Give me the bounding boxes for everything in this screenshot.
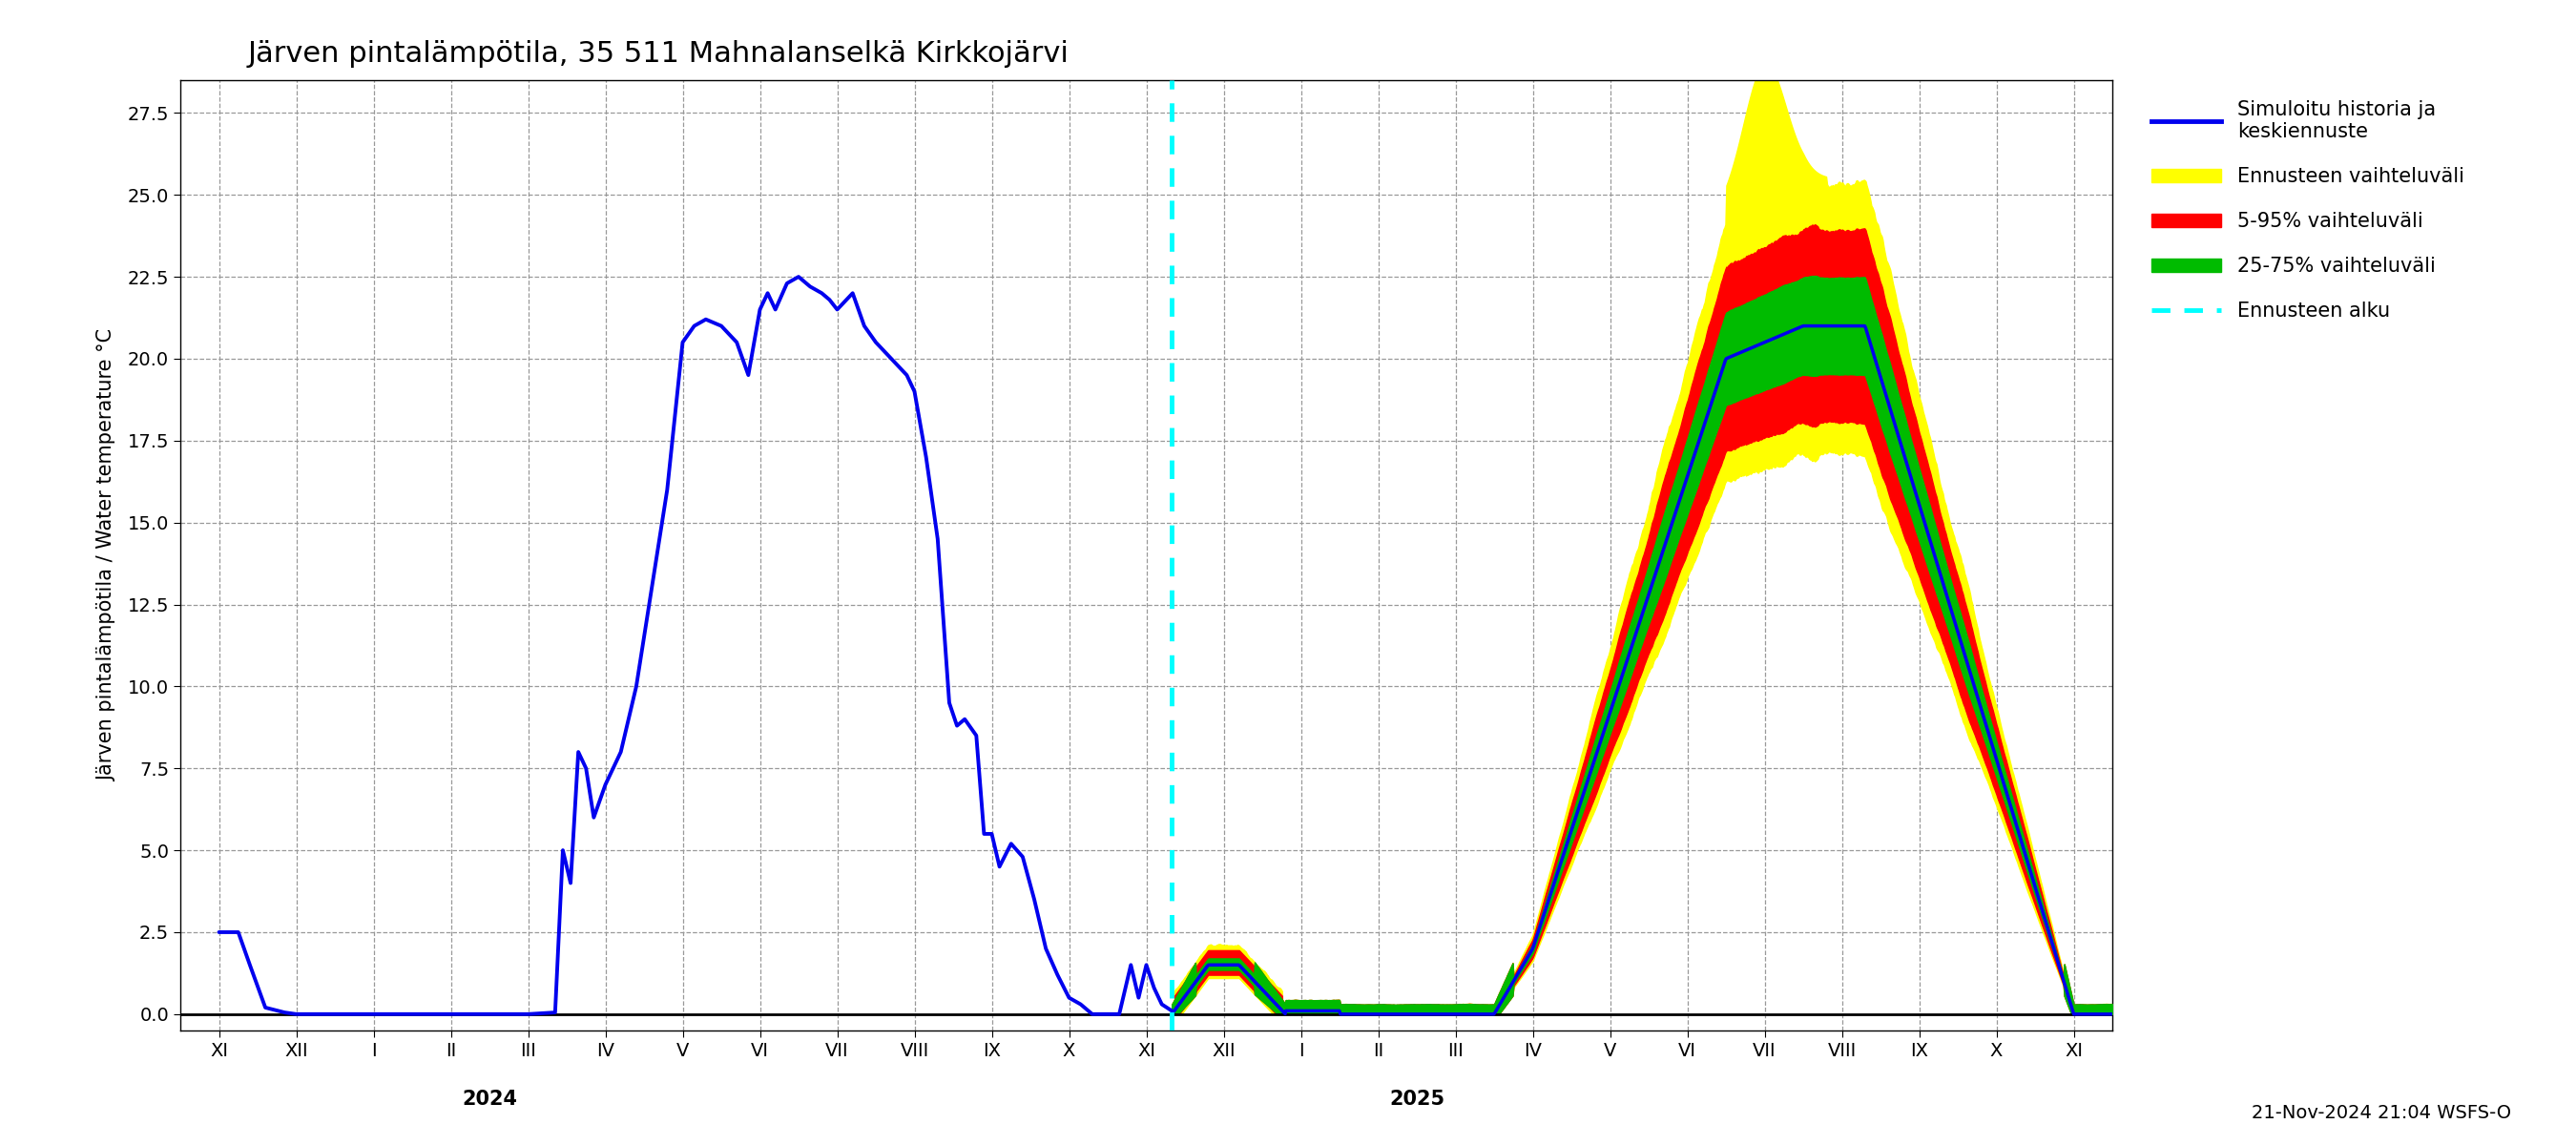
Y-axis label: Järven pintalämpötila / Water temperature °C: Järven pintalämpötila / Water temperatur… — [98, 329, 116, 782]
Text: 2025: 2025 — [1388, 1090, 1445, 1108]
Text: 2024: 2024 — [461, 1090, 518, 1108]
Text: Järven pintalämpötila, 35 511 Mahnalanselkä Kirkkojärvi: Järven pintalämpötila, 35 511 Mahnalanse… — [247, 40, 1069, 68]
Text: 21-Nov-2024 21:04 WSFS-O: 21-Nov-2024 21:04 WSFS-O — [2251, 1104, 2512, 1122]
Legend: Simuloitu historia ja
keskiennuste, Ennusteen vaihteluväli, 5-95% vaihteluväli, : Simuloitu historia ja keskiennuste, Ennu… — [2141, 90, 2473, 331]
